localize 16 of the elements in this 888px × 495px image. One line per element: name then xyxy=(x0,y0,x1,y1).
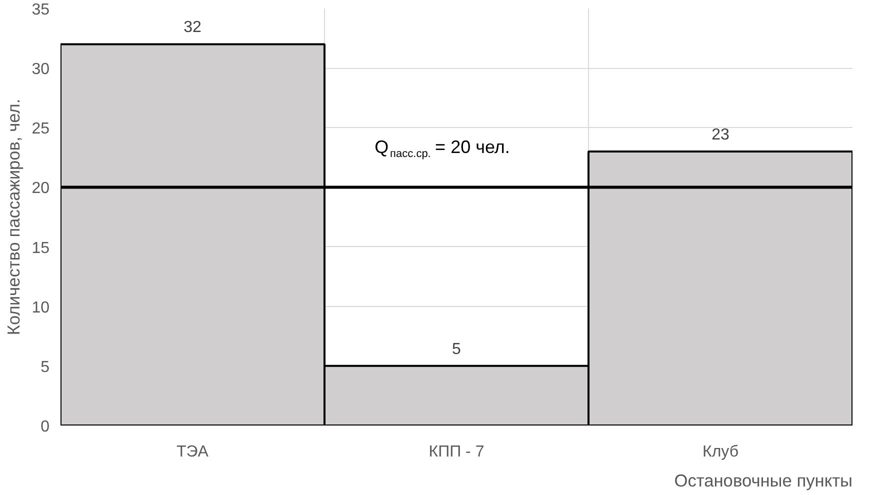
data-label: 32 xyxy=(184,19,202,36)
y-tick-label: 10 xyxy=(32,299,50,316)
y-tick-label: 25 xyxy=(32,120,50,138)
y-tick-label: 30 xyxy=(32,61,50,78)
data-label: 5 xyxy=(452,340,462,358)
x-tick-label: ТЭА xyxy=(176,444,209,460)
x-tick-label: КПП - 7 xyxy=(428,444,484,460)
y-tick-label: 0 xyxy=(40,418,50,436)
data-label: 23 xyxy=(712,126,730,144)
y-axis-title: Количество пассажиров, чел. xyxy=(4,98,24,336)
y-tick-label: 35 xyxy=(32,2,50,18)
y-tick-label: 20 xyxy=(32,180,50,198)
x-axis-title: Остановочные пункты xyxy=(674,470,853,490)
x-tick-label: Клуб xyxy=(702,444,738,460)
y-tick-label: 5 xyxy=(40,358,50,376)
y-tick-label: 15 xyxy=(32,240,50,257)
